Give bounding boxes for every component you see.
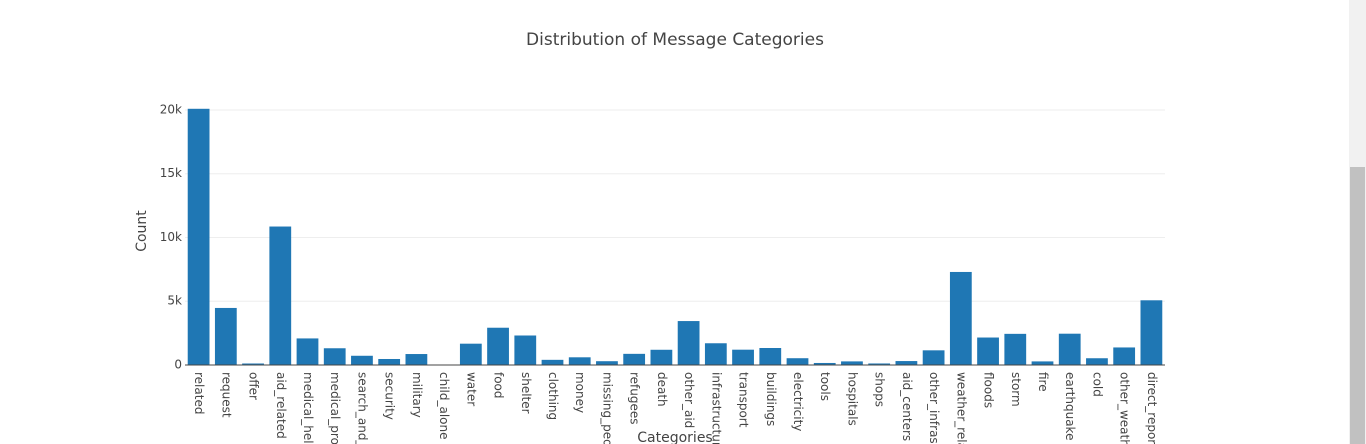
bar (378, 358, 401, 365)
bar (813, 362, 836, 365)
bar (1086, 358, 1108, 365)
y-tick-label: 20k (160, 102, 182, 116)
y-tick-label: 0 (174, 358, 182, 372)
bar (677, 321, 700, 365)
x-tick-label: other_aid (682, 372, 696, 428)
x-tick-label: storm (1009, 372, 1023, 407)
bar (187, 108, 210, 365)
x-tick-label: weather_related (954, 372, 968, 444)
x-tick-label: refugees (628, 372, 642, 425)
x-tick-label: child_alone (437, 372, 451, 440)
x-tick-label: floods (982, 372, 996, 408)
bar (514, 335, 537, 365)
y-tick-label: 15k (160, 166, 182, 180)
bar (623, 353, 646, 365)
chart-title: Distribution of Message Categories (526, 30, 824, 50)
bar (949, 271, 972, 365)
bar (1140, 300, 1163, 365)
x-tick-label: fire (1036, 372, 1050, 392)
x-tick-label: medical_help (301, 372, 315, 444)
bar (650, 349, 673, 365)
bar (296, 338, 319, 365)
x-tick-label: clothing (546, 372, 560, 420)
bar (459, 343, 482, 365)
scrollbar-thumb[interactable] (1350, 167, 1365, 444)
bar (541, 359, 564, 365)
x-tick-label: missing_people (600, 372, 614, 444)
x-tick-label: food (492, 372, 506, 399)
x-tick-label: request (219, 372, 233, 418)
bar (732, 349, 754, 365)
bar (405, 354, 428, 365)
bar (1004, 333, 1027, 365)
bar (568, 357, 591, 365)
x-tick-label: infrastructure_related (709, 372, 723, 444)
x-tick-label: earthquake (1063, 372, 1077, 440)
x-tick-label: cold (1090, 372, 1104, 397)
bar (1031, 361, 1054, 365)
bar (841, 361, 863, 365)
x-axis-title: Categories (637, 430, 712, 444)
bar (596, 361, 618, 365)
x-tick-label: aid_centers (900, 372, 914, 441)
bar (786, 358, 809, 365)
x-tick-label: security (383, 372, 397, 420)
bar (759, 348, 782, 365)
bar (868, 363, 891, 365)
bar (214, 307, 237, 365)
x-tick-label: aid_related (274, 372, 288, 439)
x-tick-label: buildings (764, 372, 778, 426)
x-tick-label: search_and_rescue (355, 372, 369, 444)
x-tick-label: related (192, 372, 206, 414)
bar (1058, 333, 1081, 365)
y-tick-label: 10k (160, 230, 182, 244)
bar (704, 343, 727, 365)
x-tick-label: hospitals (845, 372, 859, 426)
x-tick-label: shelter (519, 372, 533, 414)
bar (1113, 347, 1136, 365)
bar (323, 348, 346, 365)
x-tick-label: money (573, 372, 587, 413)
x-tick-label: death (655, 372, 669, 407)
x-tick-label: shops (873, 372, 887, 407)
x-tick-label: other_infrastructure (927, 372, 941, 444)
x-tick-label: water (464, 372, 478, 406)
x-tick-label: offer (247, 372, 261, 400)
x-tick-label: other_weather (1118, 372, 1132, 444)
x-tick-label: tools (818, 372, 832, 401)
x-tick-label: direct_report (1145, 372, 1159, 444)
bar (895, 361, 918, 365)
y-axis-title: Count (134, 210, 150, 252)
bar (351, 355, 373, 365)
x-tick-label: medical_products (328, 372, 342, 444)
x-tick-label: military (410, 372, 424, 418)
bar (269, 226, 292, 365)
x-tick-label: electricity (791, 372, 805, 431)
bar (487, 327, 509, 365)
y-tick-label: 5k (167, 294, 182, 308)
x-tick-label: transport (737, 372, 751, 428)
bar (977, 337, 999, 365)
bar (242, 363, 264, 365)
bar (922, 350, 945, 365)
